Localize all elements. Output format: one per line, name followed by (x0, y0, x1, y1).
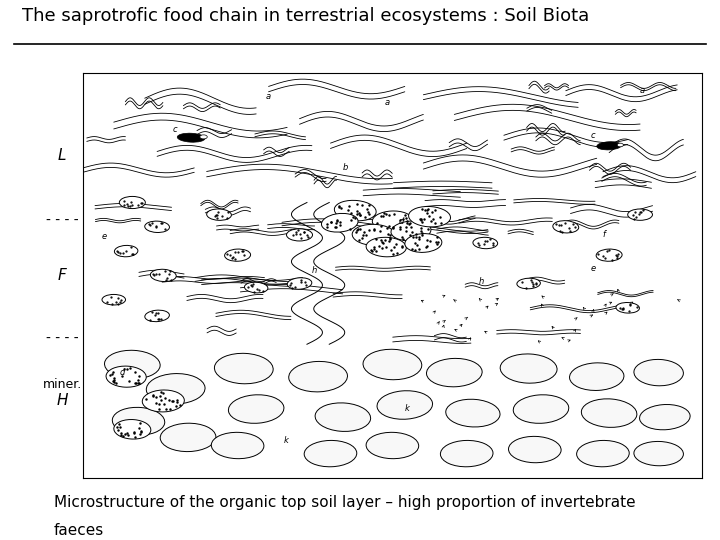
Ellipse shape (146, 374, 205, 404)
Ellipse shape (287, 278, 312, 289)
Ellipse shape (628, 209, 652, 220)
Ellipse shape (150, 269, 176, 281)
Ellipse shape (363, 349, 422, 380)
Ellipse shape (245, 282, 268, 293)
Text: a: a (640, 86, 645, 95)
Ellipse shape (634, 360, 683, 386)
Ellipse shape (215, 353, 273, 384)
Ellipse shape (426, 359, 482, 387)
Text: The saprotrofic food chain in terrestrial ecosystems : Soil Biota: The saprotrofic food chain in terrestria… (22, 7, 589, 25)
Ellipse shape (513, 395, 569, 423)
Ellipse shape (473, 237, 498, 249)
Text: - - - -: - - - - (46, 213, 78, 226)
Text: e: e (102, 232, 107, 241)
Text: Microstructure of the organic top soil layer – high proportion of invertebrate: Microstructure of the organic top soil l… (54, 495, 636, 510)
Text: H: H (56, 394, 68, 408)
Text: b: b (343, 163, 348, 172)
Ellipse shape (104, 350, 160, 379)
Ellipse shape (106, 366, 146, 387)
Ellipse shape (102, 294, 125, 305)
Ellipse shape (408, 206, 451, 227)
Text: e: e (590, 265, 595, 273)
Ellipse shape (120, 197, 145, 208)
Ellipse shape (177, 133, 205, 142)
Ellipse shape (225, 249, 251, 261)
Text: k: k (284, 436, 289, 446)
Ellipse shape (634, 441, 683, 466)
Ellipse shape (228, 395, 284, 423)
Ellipse shape (289, 361, 348, 392)
Ellipse shape (500, 354, 557, 383)
Ellipse shape (352, 224, 395, 246)
Ellipse shape (321, 213, 358, 232)
Ellipse shape (639, 404, 690, 430)
Text: f: f (603, 230, 606, 239)
Ellipse shape (372, 211, 413, 231)
Ellipse shape (112, 407, 165, 435)
Ellipse shape (200, 135, 207, 139)
Ellipse shape (508, 436, 561, 463)
Text: - - - -: - - - - (46, 331, 78, 345)
Ellipse shape (377, 391, 433, 419)
Ellipse shape (145, 221, 169, 233)
Text: h: h (312, 266, 317, 275)
Ellipse shape (577, 441, 629, 467)
Text: a: a (266, 92, 271, 101)
Ellipse shape (287, 229, 312, 241)
Text: miner.: miner. (42, 378, 82, 392)
Ellipse shape (207, 209, 231, 220)
Text: h: h (479, 276, 485, 286)
Text: c: c (590, 131, 595, 140)
Text: F: F (58, 268, 66, 283)
Text: d: d (120, 368, 125, 376)
Ellipse shape (304, 441, 357, 467)
Ellipse shape (114, 420, 151, 439)
Ellipse shape (570, 363, 624, 390)
Ellipse shape (114, 245, 138, 257)
Ellipse shape (597, 141, 621, 150)
Ellipse shape (441, 441, 493, 467)
Ellipse shape (617, 143, 624, 147)
Text: a: a (385, 98, 390, 107)
Ellipse shape (161, 423, 216, 451)
Ellipse shape (581, 399, 637, 427)
Ellipse shape (211, 433, 264, 458)
Text: faeces: faeces (54, 523, 104, 538)
Ellipse shape (596, 249, 622, 261)
Ellipse shape (315, 403, 371, 431)
Text: L: L (58, 148, 66, 164)
Ellipse shape (366, 237, 406, 257)
Ellipse shape (446, 399, 500, 427)
Ellipse shape (143, 390, 184, 412)
Ellipse shape (553, 221, 579, 233)
Ellipse shape (334, 200, 376, 221)
Text: c: c (173, 125, 177, 133)
Ellipse shape (391, 221, 431, 241)
Ellipse shape (145, 310, 169, 322)
Ellipse shape (517, 278, 541, 289)
Text: d: d (399, 217, 404, 226)
Ellipse shape (405, 234, 442, 252)
Ellipse shape (616, 302, 639, 313)
Text: k: k (405, 404, 410, 413)
Ellipse shape (366, 433, 419, 458)
